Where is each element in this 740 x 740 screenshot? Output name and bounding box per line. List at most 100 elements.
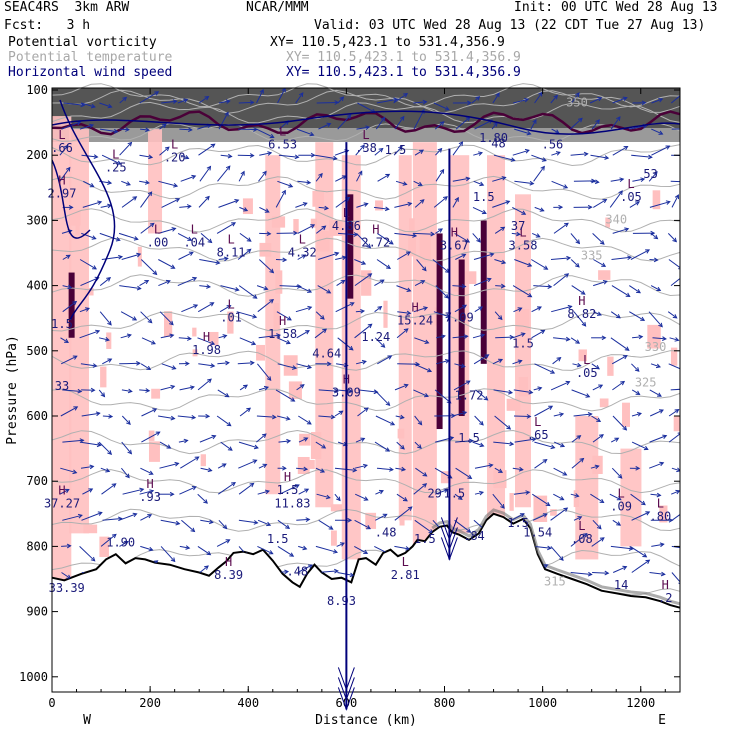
wind-vector-138: [259, 206, 270, 213]
wind-arrowhead-436: [468, 438, 474, 444]
pv-patch-8: [607, 356, 614, 376]
hl-letter-24: L: [227, 297, 234, 311]
wind-vector-368: [374, 389, 390, 406]
wind-vector-386: [102, 415, 113, 418]
wind-arrowhead-270: [349, 302, 355, 307]
wind-vector-335: [355, 360, 367, 365]
wind-arrowhead-62: [658, 130, 664, 135]
wind-arrowhead-120: [540, 165, 545, 171]
wind-vector-21: [471, 96, 480, 104]
wind-vector-281: [551, 305, 572, 313]
wind-arrowhead-298: [276, 333, 282, 338]
wind-vector-569: [550, 546, 564, 561]
wind-vector-58: [569, 118, 583, 130]
wind-vector-151: [512, 206, 526, 215]
wind-arrowhead-440: [550, 444, 556, 450]
hl-letter-39: H: [147, 477, 154, 491]
wind-arrowhead-529: [407, 506, 413, 511]
wind-vector-417: [79, 441, 101, 446]
wind-arrowhead-457: [252, 459, 258, 464]
wind-vector-340: [454, 363, 465, 368]
wind-vector-502: [492, 493, 505, 509]
wind-vector-79: [355, 144, 365, 156]
wind-arrowhead-19: [444, 106, 450, 111]
wind-arrowhead-276: [462, 304, 468, 309]
wind-arrowhead-217: [566, 255, 572, 261]
wind-arrowhead-267: [286, 316, 292, 321]
x-tick-label-2: 400: [237, 696, 259, 710]
wind-vector-17: [393, 93, 408, 104]
pv-patch-69: [293, 219, 299, 234]
wind-vector-89: [551, 151, 561, 156]
wind-arrowhead-442: [576, 435, 582, 440]
wind-arrowhead-219: [601, 262, 607, 267]
wind-vector-322: [102, 358, 112, 365]
wind-vector-312: [531, 329, 545, 339]
wind-vector-19: [433, 102, 450, 111]
wind-vector-247: [512, 285, 532, 298]
wind-arrowhead-541: [645, 511, 651, 516]
hl-letter-1: L: [112, 148, 119, 162]
wind-arrowhead-606: [660, 571, 666, 577]
pv-core-3: [480, 220, 487, 364]
wind-vector-389: [158, 415, 175, 420]
wind-vector-551: [197, 545, 211, 556]
pv-patch-62: [506, 398, 521, 411]
wind-arrowhead-501: [478, 490, 485, 496]
wind-arrowhead-422: [183, 438, 189, 444]
wind-vector-270: [335, 302, 355, 313]
wind-arrowhead-390: [191, 414, 197, 420]
wind-arrowhead-139: [281, 189, 286, 195]
hl-value-21: 53: [643, 167, 657, 181]
wind-arrowhead-503: [525, 490, 531, 495]
wind-vector-345: [552, 357, 561, 365]
wind-vector-203: [275, 259, 287, 261]
wind-vector-394: [256, 415, 276, 418]
wind-arrowhead-432: [385, 447, 391, 452]
wind-arrowhead-149: [481, 209, 487, 215]
x-axis-label: Distance (km): [315, 713, 417, 728]
wind-vector-246: [495, 285, 505, 287]
wind-vector-515: [118, 513, 137, 521]
wind-vector-446: [649, 435, 667, 443]
wind-arrowhead-101: [173, 183, 179, 188]
wind-vector-183: [511, 232, 520, 235]
wind-arrowhead-544: [66, 543, 72, 549]
pv-patch-49: [464, 271, 477, 285]
wind-arrowhead-554: [268, 550, 274, 555]
wind-vector-35: [119, 128, 129, 131]
wind-arrowhead-559: [363, 549, 369, 554]
wind-vector-245: [474, 278, 491, 287]
wind-vector-99: [121, 180, 131, 186]
wind-vector-549: [160, 546, 176, 562]
wind-arrowhead-348: [622, 355, 628, 360]
hl-value-20: .05: [620, 190, 642, 204]
theta-line-12: [51, 144, 681, 167]
wind-vector-90: [570, 153, 588, 156]
pv-patch-48: [375, 200, 383, 211]
wind-vector-186: [570, 233, 580, 244]
wind-arrowhead-410: [587, 412, 593, 417]
forecast-hour-label: Fcst: 3 h: [4, 18, 91, 33]
wind-speed-contour-1: [59, 99, 116, 321]
wind-arrowhead-282: [581, 321, 587, 327]
updraft-arrowhead-1-2: [440, 517, 458, 541]
wind-arrowhead-505: [559, 496, 565, 501]
wind-arrowhead-262: [193, 304, 199, 309]
pv-column-12: [620, 448, 642, 547]
wind-vector-550: [179, 545, 190, 549]
wind-vector-197: [158, 259, 175, 269]
wind-vector-476: [611, 467, 623, 479]
wind-arrowhead-7: [204, 96, 210, 101]
wind-vector-439: [514, 438, 536, 443]
wind-vector-80: [374, 148, 384, 156]
hl-value-7: 48: [491, 136, 505, 150]
wind-vector-358: [179, 386, 195, 391]
wind-arrowhead-6: [183, 98, 189, 103]
wind-vector-422: [178, 439, 188, 443]
wind-arrowhead-93: [647, 154, 653, 160]
wind-arrowhead-427: [286, 438, 292, 444]
wind-arrowhead-425: [253, 444, 259, 450]
wind-arrowhead-355: [127, 388, 133, 394]
